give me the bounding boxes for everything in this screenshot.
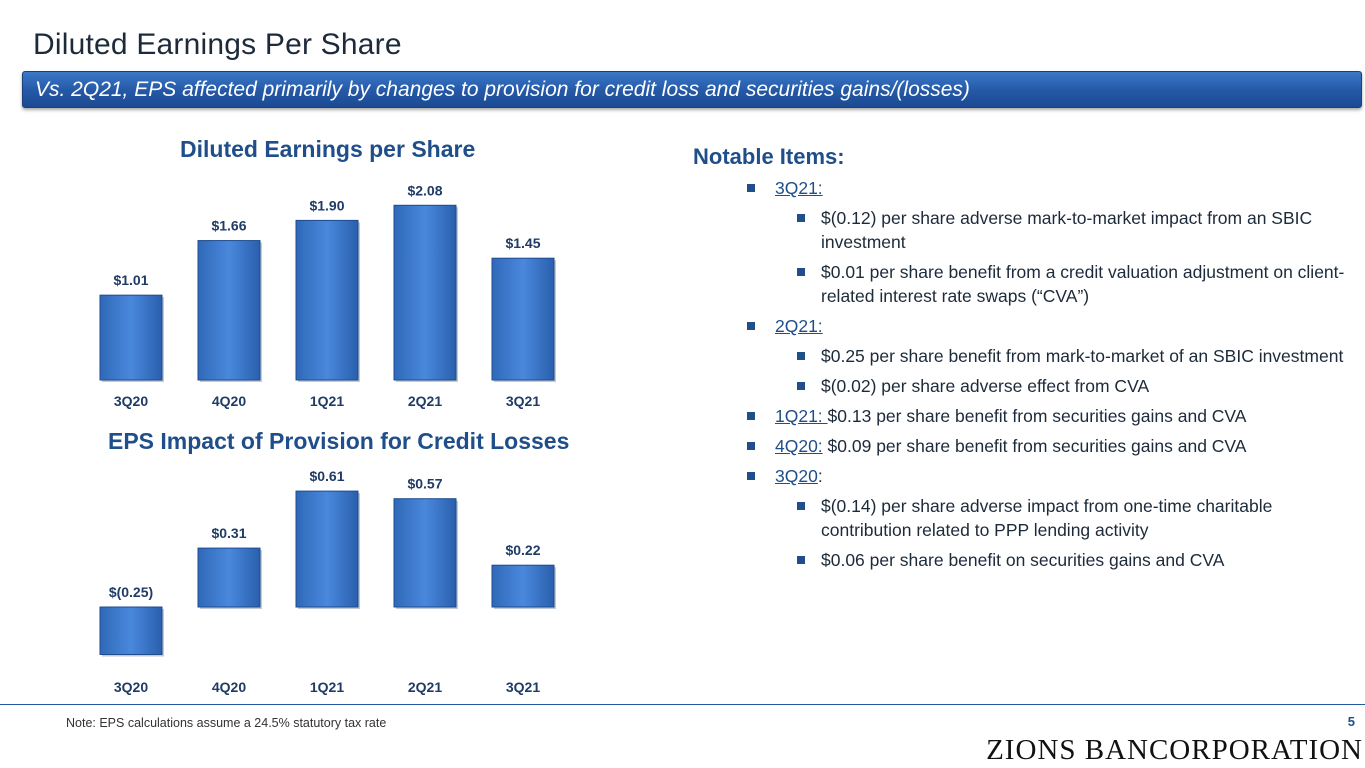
bar-2Q21 bbox=[393, 498, 457, 608]
notable-text: : bbox=[817, 466, 823, 486]
notable-quarter: 4Q20: bbox=[775, 436, 823, 456]
subtitle-banner: Vs. 2Q21, EPS affected primarily by chan… bbox=[22, 71, 1362, 108]
eps-chart-title: Diluted Earnings per Share bbox=[180, 136, 476, 162]
bar-3Q20 bbox=[99, 606, 163, 655]
eps-chart: $1.01 3Q20 $1.66 4Q20 $1.90 1Q21 $2.08 2Q21 $1.4… bbox=[99, 182, 556, 409]
page-title: Diluted Earnings Per Share bbox=[33, 28, 402, 61]
data-label-3Q20: $1.01 bbox=[113, 272, 148, 288]
notable-subitem: $(0.02) per share adverse effect from CV… bbox=[775, 374, 1345, 398]
data-label-2Q21: $2.08 bbox=[407, 182, 442, 198]
notable-quarter: 3Q21: bbox=[775, 178, 823, 198]
zions-logo: ZIONS BANCORPORATION bbox=[986, 734, 1363, 766]
notable-quarter: 2Q21: bbox=[775, 316, 823, 336]
notable-items-heading: Notable Items: bbox=[693, 144, 845, 169]
notable-sublist: $(0.14) per share adverse impact from on… bbox=[775, 494, 1345, 572]
provision-chart-title: EPS Impact of Provision for Credit Losse… bbox=[108, 428, 570, 454]
notable-subitem: $(0.14) per share adverse impact from on… bbox=[775, 494, 1345, 542]
notable-text: $0.09 per share benefit from securities … bbox=[822, 436, 1247, 456]
category-label-2Q21: 2Q21 bbox=[408, 393, 442, 409]
bar-3Q21 bbox=[491, 564, 555, 608]
bar-3Q20 bbox=[99, 294, 163, 381]
notable-text: $0.13 per share benefit from securities … bbox=[827, 406, 1247, 426]
notable-subitem: $(0.12) per share adverse mark-to-market… bbox=[775, 206, 1345, 254]
data-label-3Q20: $(0.25) bbox=[109, 584, 153, 600]
category-label-1Q21: 1Q21 bbox=[310, 679, 344, 695]
notable-subitem: $0.06 per share benefit on securities ga… bbox=[775, 548, 1345, 572]
data-label-2Q21: $0.57 bbox=[407, 476, 442, 492]
notable-subitem: $0.01 per share benefit from a credit va… bbox=[775, 260, 1345, 308]
notable-sublist: $(0.12) per share adverse mark-to-market… bbox=[775, 206, 1345, 308]
category-label-2Q21: 2Q21 bbox=[408, 679, 442, 695]
notable-item: 4Q20: $0.09 per share benefit from secur… bbox=[745, 434, 1345, 458]
page-number: 5 bbox=[1347, 714, 1355, 729]
data-label-4Q20: $1.66 bbox=[211, 218, 246, 234]
data-label-1Q21: $1.90 bbox=[309, 197, 344, 213]
notable-item: 3Q20: $(0.14) per share adverse impact fr… bbox=[745, 464, 1345, 572]
footnote: Note: EPS calculations assume a 24.5% st… bbox=[66, 716, 387, 730]
data-label-4Q20: $0.31 bbox=[211, 525, 246, 541]
data-label-1Q21: $0.61 bbox=[309, 468, 344, 484]
data-label-3Q21: $1.45 bbox=[505, 235, 540, 251]
notable-quarter: 3Q20 bbox=[775, 466, 818, 486]
category-label-3Q21: 3Q21 bbox=[506, 679, 540, 695]
notable-items-list: 3Q21: $(0.12) per share adverse mark-to-m… bbox=[745, 176, 1345, 578]
data-label-3Q21: $0.22 bbox=[505, 542, 540, 558]
category-label-3Q20: 3Q20 bbox=[114, 393, 148, 409]
footer-divider bbox=[0, 704, 1365, 705]
bar-2Q21 bbox=[393, 204, 457, 381]
notable-item: 3Q21: $(0.12) per share adverse mark-to-m… bbox=[745, 176, 1345, 308]
category-label-3Q20: 3Q20 bbox=[114, 679, 148, 695]
bar-1Q21 bbox=[295, 219, 359, 381]
bar-4Q20 bbox=[197, 240, 261, 381]
subtitle-text: Vs. 2Q21, EPS affected primarily by chan… bbox=[35, 78, 970, 101]
notable-sublist: $0.25 per share benefit from mark-to-mar… bbox=[775, 344, 1345, 398]
category-label-4Q20: 4Q20 bbox=[212, 679, 246, 695]
provision-chart: $(0.25) 3Q20 $0.31 4Q20 $0.61 1Q21 $0.57 2Q21 $0… bbox=[99, 468, 556, 695]
bar-4Q20 bbox=[197, 547, 261, 608]
notable-subitem: $0.25 per share benefit from mark-to-mar… bbox=[775, 344, 1345, 368]
category-label-3Q21: 3Q21 bbox=[506, 393, 540, 409]
category-label-1Q21: 1Q21 bbox=[310, 393, 344, 409]
notable-item: 2Q21: $0.25 per share benefit from mark-t… bbox=[745, 314, 1345, 398]
bar-1Q21 bbox=[295, 490, 359, 608]
notable-quarter: 1Q21: bbox=[775, 406, 828, 426]
category-label-4Q20: 4Q20 bbox=[212, 393, 246, 409]
notable-item: 1Q21: $0.13 per share benefit from secur… bbox=[745, 404, 1345, 428]
bar-3Q21 bbox=[491, 257, 555, 381]
